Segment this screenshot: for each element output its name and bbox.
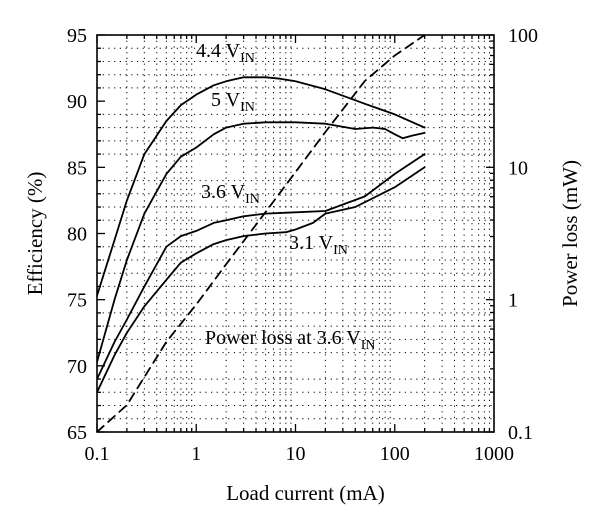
series-lines [97,35,426,432]
series-line [97,76,426,297]
x-axis-title: Load current (mA) [226,481,385,505]
series-label-main: 4.4 V [196,40,241,62]
series-label: 4.4 VIN [196,40,255,66]
series-line [97,121,426,363]
x-tick-label: 100 [380,443,410,465]
y-left-tick-label: 80 [67,224,87,246]
x-tick-label: 1000 [474,443,514,465]
series-label: 3.1 VIN [289,232,348,258]
series-line [97,166,426,394]
series-label-main: 3.1 V [289,232,334,254]
series-label-main: 3.6 V [201,181,246,203]
y-left-tick-label: 85 [67,157,87,179]
y-right-tick-label: 1 [508,290,518,312]
series-label: 5 VIN [211,89,255,115]
plot-frame [96,34,495,433]
grid [97,35,494,432]
y-left-tick-label: 65 [67,422,87,444]
y-left-tick-label: 90 [67,91,87,113]
series-label: Power loss at 3.6 VIN [205,327,376,353]
x-tick-label: 1 [191,443,201,465]
y-left-axis-title: Efficiency (%) [23,172,47,296]
series-label-subscript: IN [240,51,255,66]
series-label-main: Power loss at 3.6 V [205,327,361,349]
x-tick-label: 10 [286,443,306,465]
y-right-tick-label: 100 [508,25,538,47]
y-right-axis-title: Power loss (mW) [558,160,582,307]
y-left-tick-label: 75 [67,290,87,312]
series-label-subscript: IN [240,100,255,115]
y-right-tick-label: 0.1 [508,422,533,444]
series-label-subscript: IN [333,243,348,258]
y-right-tick-label: 10 [508,157,528,179]
series-line [97,153,426,381]
series-line [97,35,426,432]
series-label-main: 5 V [211,89,241,111]
series-label-subscript: IN [245,192,260,207]
x-tick-label: 0.1 [85,443,110,465]
y-left-tick-label: 95 [67,25,87,47]
series-label: 3.6 VIN [201,181,260,207]
y-left-tick-label: 70 [67,356,87,378]
series-label-subscript: IN [361,338,376,353]
